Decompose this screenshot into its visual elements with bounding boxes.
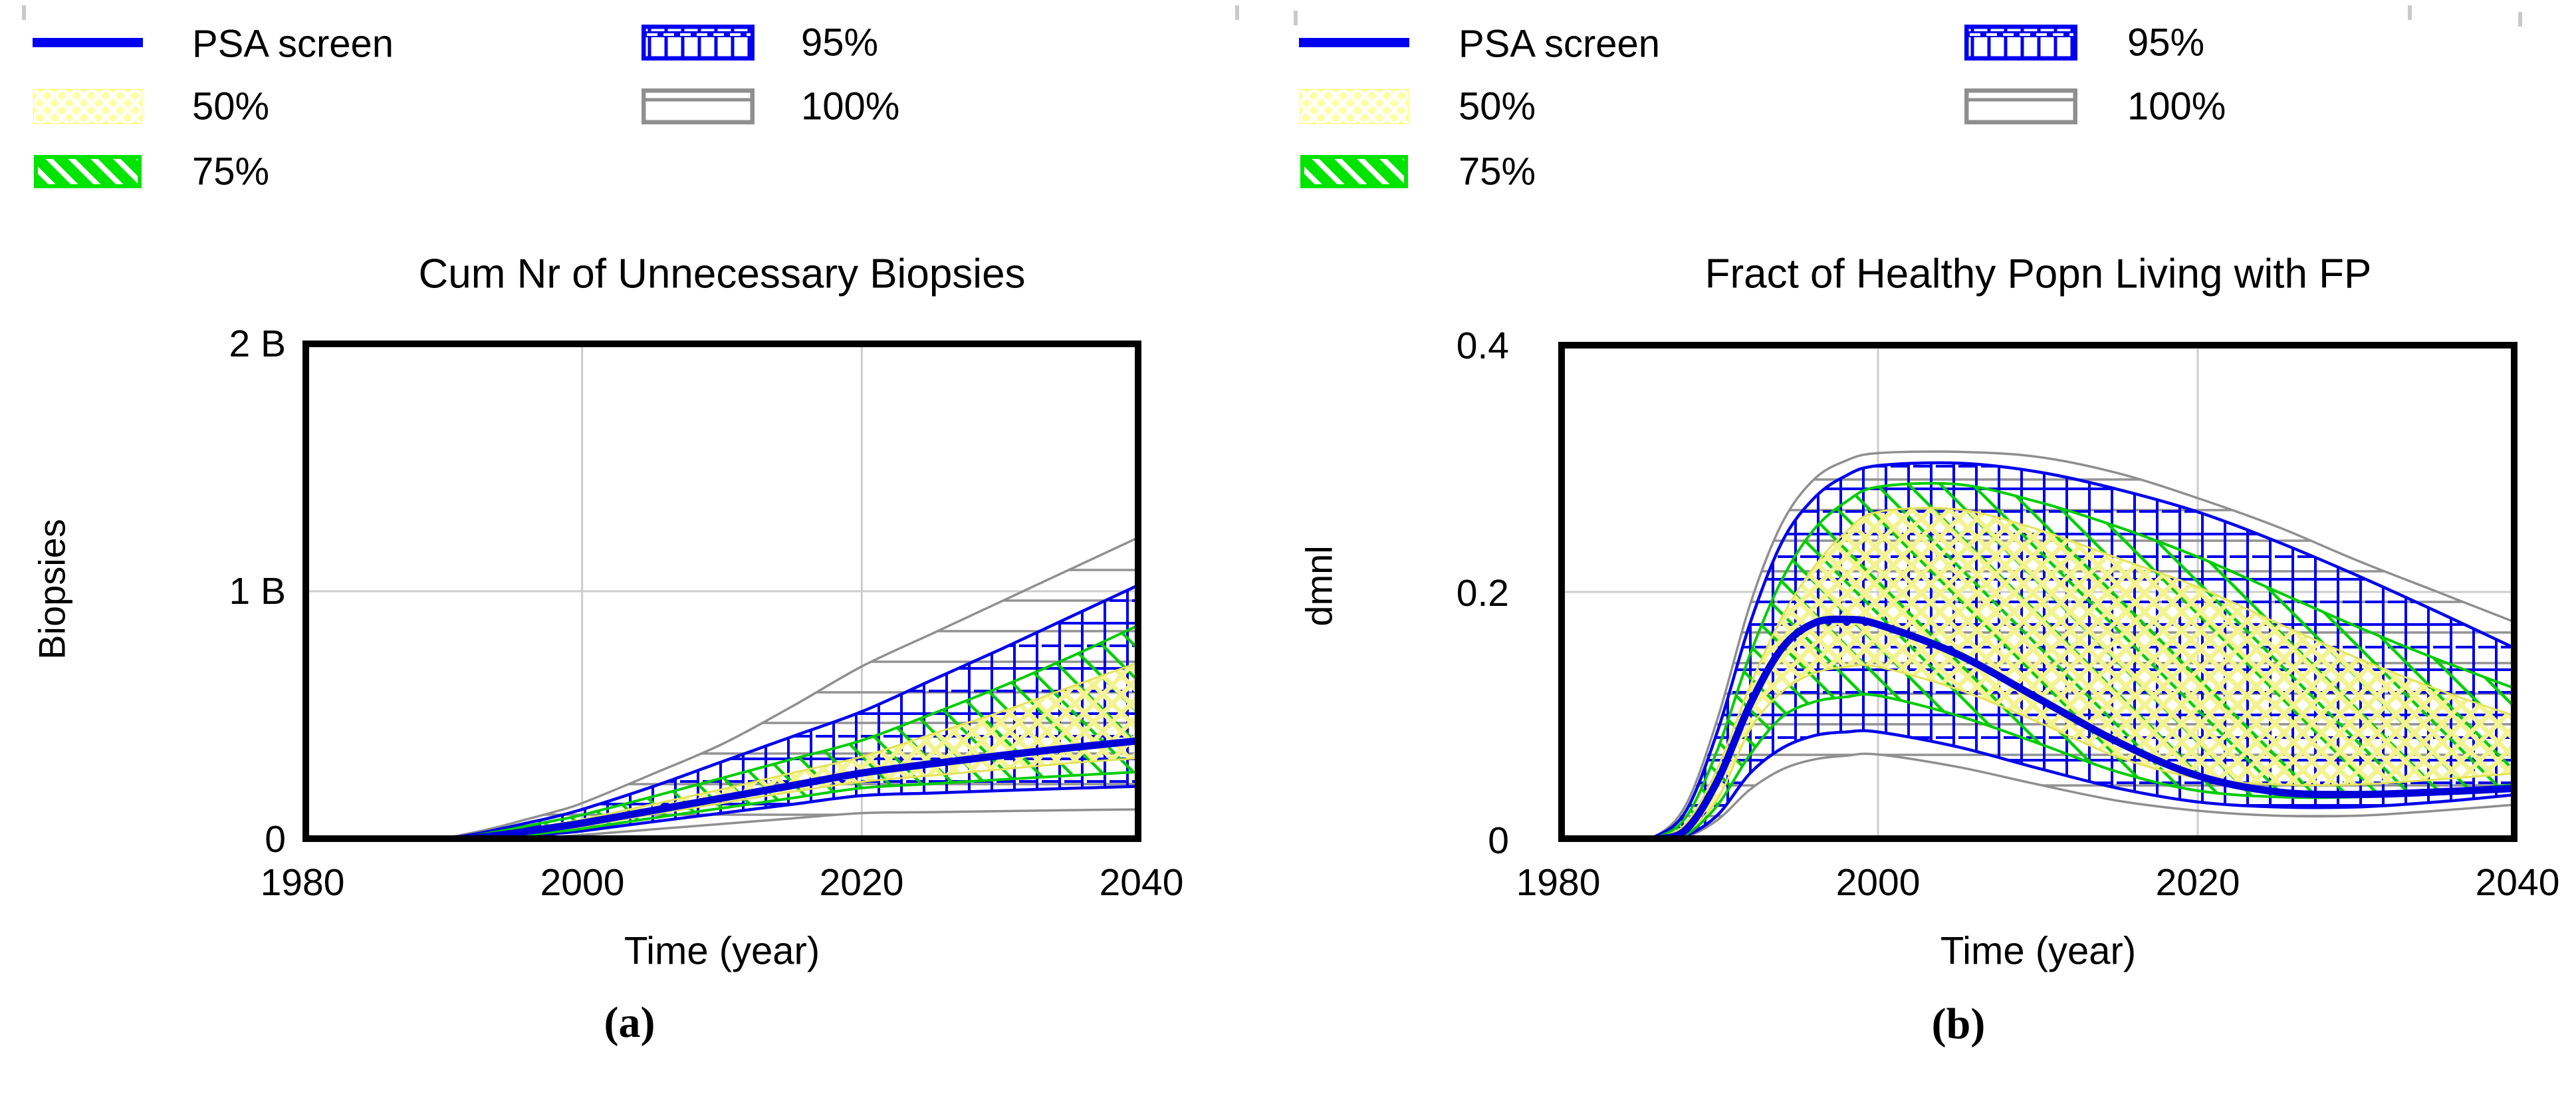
swatch-50-icon <box>1299 88 1409 124</box>
psa-line-swatch <box>1299 38 1409 47</box>
x-tick: 2000 <box>540 861 625 904</box>
legend-label-50: 50% <box>1459 84 1536 128</box>
plot-area-a <box>302 341 1141 842</box>
x-tick: 1980 <box>1516 861 1601 904</box>
x-tick: 2000 <box>1835 861 1921 904</box>
plot-area-b <box>1558 342 2517 842</box>
x-tick: 2040 <box>1099 861 1184 904</box>
psa-line-swatch <box>33 38 143 47</box>
legend-label-75: 75% <box>1459 150 1536 194</box>
swatch-75-icon <box>34 155 142 188</box>
scan-speck <box>22 5 26 20</box>
x-tick: 2020 <box>819 861 904 904</box>
chart-b-caption: (b) <box>1931 1000 1986 1048</box>
y-tick: 0 <box>265 818 286 861</box>
swatch-50-icon <box>33 88 143 124</box>
scan-speck <box>2518 12 2522 27</box>
x-tick: 2040 <box>2475 861 2560 904</box>
scan-speck <box>1235 5 1239 20</box>
chart-a-ylabel: Biopsies <box>31 519 73 660</box>
chart-b-xlabel: Time (year) <box>1940 929 2137 973</box>
legend-label-50: 50% <box>192 84 270 128</box>
legend-label-100: 100% <box>801 84 900 128</box>
scan-speck <box>2408 5 2412 20</box>
legend-label-psa: PSA screen <box>192 22 394 66</box>
swatch-100-icon <box>642 88 755 124</box>
y-tick: 0.4 <box>1456 325 1509 367</box>
x-tick: 1980 <box>260 861 345 904</box>
y-tick: 0 <box>1488 819 1509 862</box>
legend-label-psa: PSA screen <box>1459 22 1661 66</box>
y-tick: 1 B <box>229 570 286 613</box>
chart-a-xlabel: Time (year) <box>624 929 820 973</box>
swatch-75-icon <box>1300 155 1408 188</box>
swatch-100-icon <box>1964 88 2077 124</box>
y-tick: 0.2 <box>1456 572 1509 615</box>
legend-label-75: 75% <box>192 150 270 194</box>
x-tick: 2020 <box>2155 861 2240 904</box>
y-tick: 2 B <box>229 323 286 365</box>
legend-label-95: 95% <box>2127 21 2205 65</box>
legend-label-95: 95% <box>801 21 879 65</box>
chart-a-caption: (a) <box>604 998 655 1047</box>
scan-speck <box>1294 11 1298 25</box>
legend-label-100: 100% <box>2127 84 2226 128</box>
chart-b-ylabel: dmnl <box>1298 545 1340 626</box>
chart-b-title: Fract of Healthy Popn Living with FP <box>1704 251 2372 297</box>
swatch-95-icon <box>642 25 755 61</box>
chart-a-title: Cum Nr of Unnecessary Biopsies <box>418 251 1026 297</box>
swatch-95-icon <box>1964 25 2077 61</box>
